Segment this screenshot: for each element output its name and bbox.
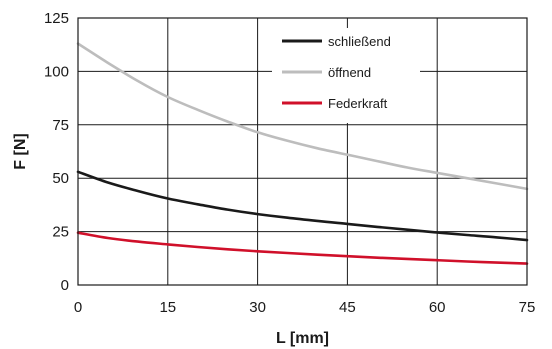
y-tick-label: 50	[52, 170, 69, 187]
plot-frame	[77, 17, 528, 286]
x-tick-label: 45	[339, 299, 356, 316]
series-line-schliessend	[76, 170, 529, 242]
y-axis-label: F [N]	[12, 133, 29, 169]
legend: schließend öffnend Federkraft	[282, 34, 391, 111]
y-axis-ticks: 0 25 50 75 100 125	[44, 10, 69, 294]
y-tick-label: 0	[61, 277, 69, 294]
legend-label: schließend	[328, 34, 391, 49]
x-axis-label: L [mm]	[276, 330, 329, 347]
x-tick-label: 75	[519, 299, 536, 316]
y-tick-label: 25	[52, 224, 69, 241]
y-tick-label: 75	[52, 117, 69, 134]
x-tick-label: 60	[429, 299, 446, 316]
y-tick-label: 100	[44, 63, 69, 80]
x-tick-label: 30	[249, 299, 266, 316]
x-axis-ticks: 0 15 30 45 60 75	[74, 299, 536, 316]
legend-background	[272, 28, 420, 123]
series-line-federkraft	[76, 231, 529, 265]
x-tick-label: 15	[159, 299, 176, 316]
legend-box	[272, 28, 420, 123]
legend-label: öffnend	[328, 65, 371, 80]
x-tick-label: 0	[74, 299, 82, 316]
series-line-oeffnend	[76, 42, 529, 191]
legend-label: Federkraft	[328, 96, 388, 111]
y-tick-label: 125	[44, 10, 69, 27]
series-layer	[76, 42, 529, 265]
